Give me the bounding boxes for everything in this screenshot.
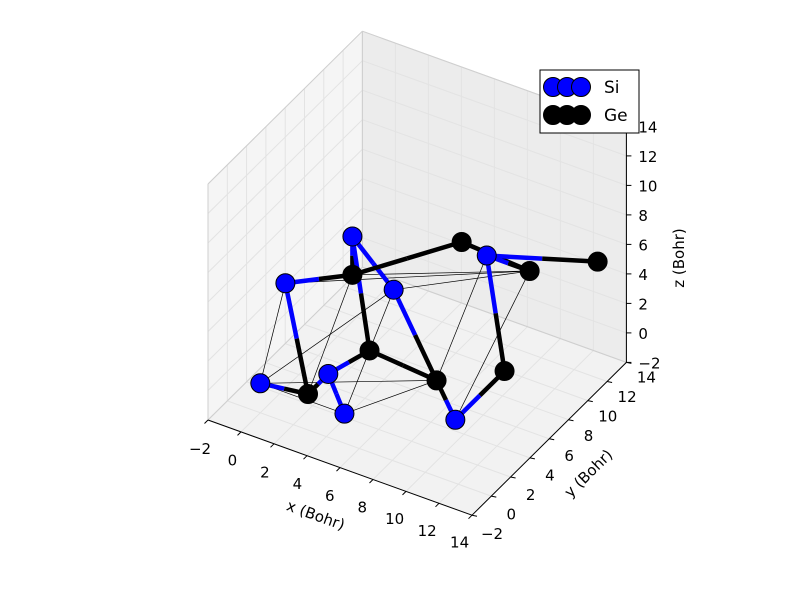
- legend: Si Ge: [539, 69, 640, 134]
- tick-mark: [204, 419, 209, 424]
- si-atom: [275, 273, 296, 294]
- tick-mark: [369, 479, 374, 484]
- tick-mark: [568, 419, 574, 422]
- tick-mark: [237, 431, 242, 436]
- legend-label: Si: [604, 78, 620, 98]
- grid-line: [207, 119, 363, 273]
- y-tick-label: 8: [584, 427, 594, 445]
- ge-atom: [298, 383, 319, 404]
- tick-mark: [303, 455, 308, 460]
- legend-marker: [571, 77, 591, 97]
- cell-line: [393, 270, 530, 291]
- tick-mark: [607, 381, 613, 383]
- x-tick-label: 4: [293, 475, 303, 493]
- tick-mark: [270, 443, 275, 448]
- z-tick-label: 14: [638, 118, 657, 136]
- atoms: [250, 226, 608, 430]
- ge-atom: [519, 260, 540, 281]
- z-tick-label: 8: [638, 207, 648, 225]
- ge-atom: [494, 361, 515, 382]
- cell-line: [436, 255, 488, 381]
- grid-line: [207, 60, 363, 214]
- x-tick-label: 6: [325, 487, 335, 505]
- grid-line: [405, 338, 561, 492]
- grid-line: [207, 89, 363, 244]
- grid-line: [362, 89, 627, 186]
- grid-line: [342, 285, 608, 382]
- y-tick-label: 14: [637, 368, 656, 386]
- z-tick-label: 12: [638, 148, 657, 166]
- si-atom: [445, 409, 466, 430]
- z-tick-label: 10: [638, 177, 657, 195]
- si-atom: [476, 245, 497, 266]
- x-tick-label: 12: [418, 522, 437, 540]
- tick-mark: [435, 502, 440, 508]
- y-tick-label: 4: [545, 466, 555, 484]
- ge-atom: [587, 251, 608, 272]
- z-tick-label: 2: [638, 295, 648, 313]
- tick-mark: [529, 457, 535, 460]
- si-atom: [250, 373, 271, 394]
- z-tick-label: 6: [638, 236, 648, 254]
- legend-entry-ge: Ge: [543, 105, 628, 126]
- x-tick-label: 8: [357, 499, 367, 517]
- y-tick-label: 2: [526, 486, 536, 504]
- cell-line: [259, 283, 286, 384]
- x-axis-label: x (Bohr): [284, 497, 347, 534]
- tick-mark: [491, 495, 497, 498]
- grid-line: [438, 350, 594, 504]
- si-atom: [318, 363, 339, 384]
- tick-mark: [510, 476, 516, 479]
- cell-line: [260, 380, 437, 384]
- tick-mark: [471, 514, 478, 517]
- grid-line: [285, 343, 550, 440]
- x-tick-label: 2: [260, 463, 270, 481]
- ge-atom: [342, 264, 363, 285]
- y-tick-label: 10: [598, 408, 617, 426]
- grid-line: [362, 119, 627, 216]
- x-tick-label: 14: [450, 534, 469, 552]
- grid-line: [323, 304, 588, 402]
- tick-mark: [468, 514, 473, 520]
- legend-marker: [571, 105, 591, 125]
- cell-line: [455, 270, 530, 420]
- y-tick-label: 6: [564, 447, 574, 465]
- x-tick-label: −2: [189, 440, 211, 458]
- cell-line: [307, 274, 353, 395]
- x-tick-label: 10: [385, 510, 404, 528]
- tick-mark: [402, 491, 407, 496]
- y-tick-label: 12: [618, 388, 637, 406]
- z-axis-label: z (Bohr): [670, 228, 688, 288]
- y-tick-label: −2: [481, 525, 503, 543]
- cell-line: [260, 289, 394, 384]
- ge-atom: [359, 340, 380, 361]
- tick-mark: [549, 438, 555, 441]
- legend-entry-si: Si: [543, 77, 620, 98]
- y-tick-label: 0: [507, 506, 517, 524]
- tick-mark: [336, 467, 341, 472]
- z-tick-label: 0: [638, 325, 648, 343]
- tick-mark: [587, 400, 593, 403]
- pane-edge: [207, 30, 363, 185]
- si-atom: [383, 279, 404, 300]
- si-atom: [334, 403, 355, 424]
- cell-line: [344, 380, 437, 414]
- grid-line: [362, 148, 627, 245]
- grid-line: [362, 60, 627, 157]
- si-atom: [342, 226, 363, 247]
- z-tick-label: −2: [638, 354, 660, 372]
- pane-edge: [207, 266, 363, 421]
- x-tick-label: 0: [228, 452, 238, 470]
- ge-atom: [426, 370, 447, 391]
- ge-atom: [451, 232, 472, 253]
- grid-line: [207, 148, 363, 303]
- z-tick-label: 4: [638, 266, 648, 284]
- legend-label: Ge: [604, 106, 628, 126]
